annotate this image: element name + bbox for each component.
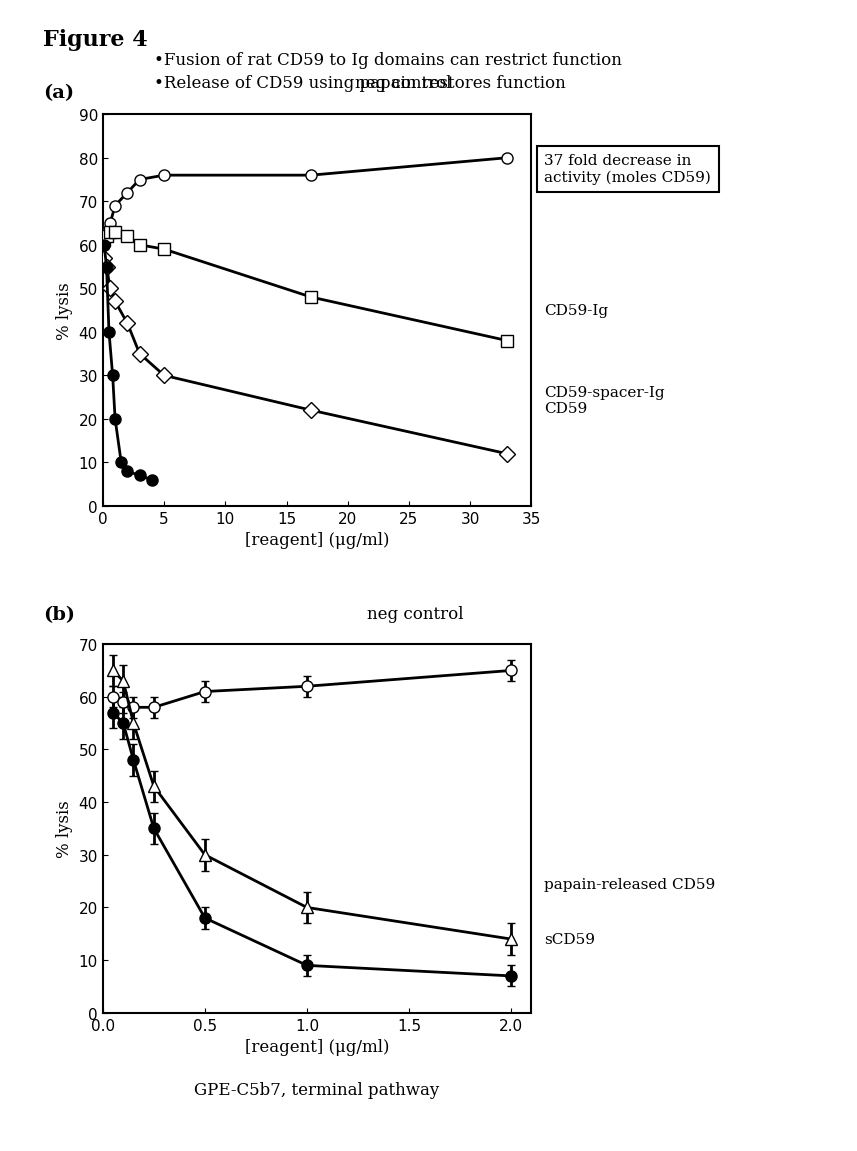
X-axis label: [reagent] (μg/ml): [reagent] (μg/ml): [245, 1038, 389, 1055]
Text: neg control: neg control: [368, 605, 464, 623]
Text: •Release of CD59 using papain restores function: •Release of CD59 using papain restores f…: [154, 75, 566, 92]
Text: 37 fold decrease in
activity (moles CD59): 37 fold decrease in activity (moles CD59…: [544, 154, 711, 185]
Text: •Fusion of rat CD59 to Ig domains can restrict function: •Fusion of rat CD59 to Ig domains can re…: [154, 52, 622, 69]
Text: papain-released CD59: papain-released CD59: [544, 877, 716, 891]
Text: GPE-C5b7, terminal pathway: GPE-C5b7, terminal pathway: [195, 1081, 440, 1098]
X-axis label: [reagent] (μg/ml): [reagent] (μg/ml): [245, 532, 389, 549]
Text: neg control: neg control: [355, 75, 451, 92]
Y-axis label: % lysis: % lysis: [56, 800, 73, 857]
Text: CD59-Ig: CD59-Ig: [544, 304, 608, 318]
Y-axis label: % lysis: % lysis: [56, 282, 73, 340]
Text: Figure 4: Figure 4: [43, 29, 147, 51]
Text: (b): (b): [43, 605, 75, 623]
Text: (a): (a): [43, 84, 74, 101]
Text: CD59-spacer-Ig
CD59: CD59-spacer-Ig CD59: [544, 386, 665, 416]
Text: sCD59: sCD59: [544, 932, 596, 946]
